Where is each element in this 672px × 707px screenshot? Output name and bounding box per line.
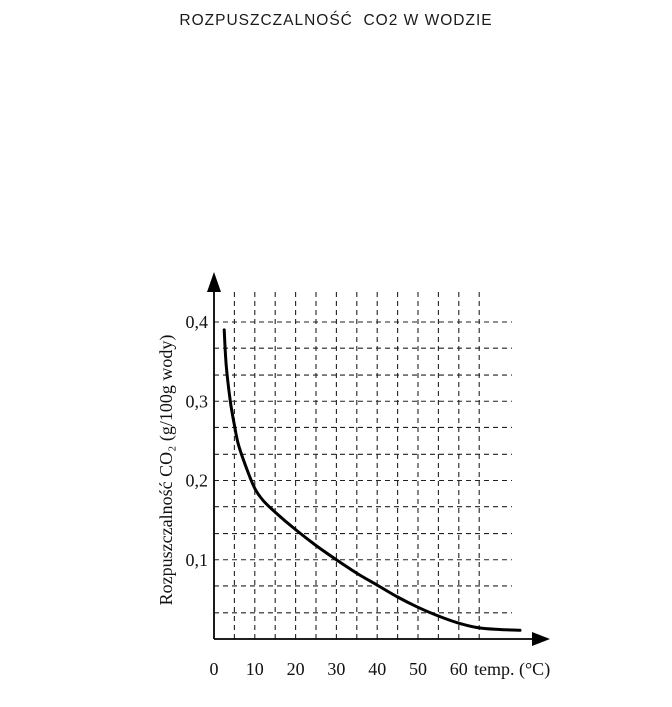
grid-minor (214, 292, 512, 639)
x-tick-label: 50 (409, 659, 427, 679)
tick-labels: 0 10 20 30 40 50 60 0,1 0,2 0,3 0,4 (186, 312, 468, 679)
y-tick-label: 0,2 (186, 471, 209, 491)
x-tick-label: 30 (327, 659, 345, 679)
x-tick-label: 10 (246, 659, 264, 679)
x-axis-label: temp. (°C) (474, 659, 550, 680)
y-axis-label: Rozpuszczalność CO₂ (g/100g wody) (156, 335, 177, 606)
x-tick-label: 60 (450, 659, 468, 679)
x-tick-label: 0 (210, 659, 219, 679)
grid-major (214, 292, 512, 639)
y-tick-label: 0,1 (186, 550, 209, 570)
y-tick-label: 0,4 (186, 312, 209, 332)
x-tick-label: 20 (287, 659, 305, 679)
x-axis-arrow (532, 632, 550, 646)
y-axis-arrow (207, 272, 221, 292)
series-layer (222, 328, 522, 632)
axes (207, 272, 550, 646)
x-tick-label: 40 (368, 659, 386, 679)
y-tick-label: 0,3 (186, 391, 209, 411)
page-title: ROZPUSZCZALNOŚĆ CO2 W WODZIE (179, 12, 493, 29)
